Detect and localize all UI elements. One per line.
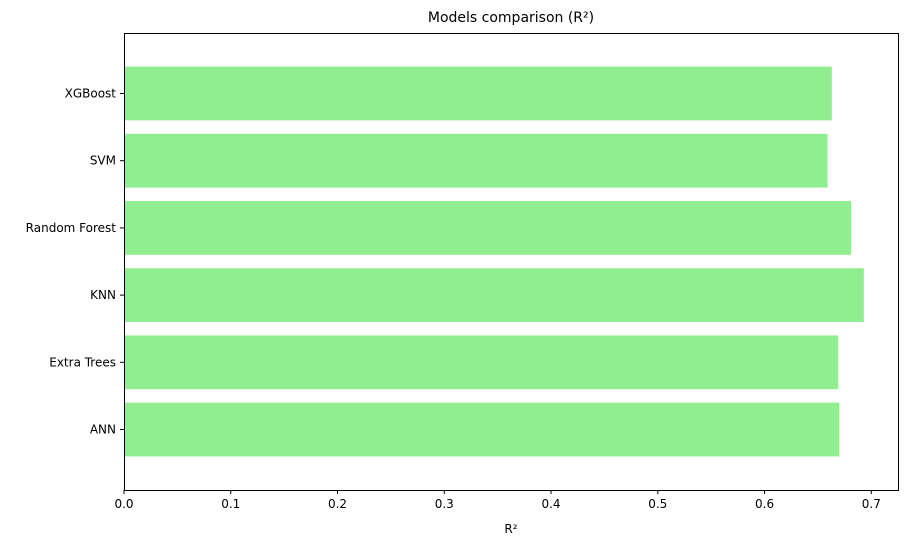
x-tick-label: 0.4 — [541, 497, 560, 511]
bar-svm — [124, 133, 828, 188]
x-tick-label: 0.2 — [328, 497, 347, 511]
x-tick-label: 0.0 — [114, 497, 133, 511]
x-tick-label: 0.6 — [755, 497, 774, 511]
y-tick-label: Random Forest — [26, 221, 117, 235]
y-tick-label: SVM — [90, 154, 116, 168]
x-tick-label: 0.3 — [435, 497, 454, 511]
x-axis-label: R² — [504, 522, 517, 536]
plot-frame — [124, 33, 899, 491]
chart-title: Models comparison (R²) — [428, 10, 594, 26]
bar-random-forest — [124, 201, 852, 255]
x-tick-label: 0.7 — [862, 497, 881, 511]
x-tick-label: 0.1 — [221, 497, 240, 511]
bar-extra-trees — [124, 335, 839, 390]
y-tick-label: Extra Trees — [49, 355, 116, 369]
y-axis-ticks: ANN Extra Trees KNN Random Forest SVM XGBoost — [26, 86, 124, 437]
bar-xgboost — [124, 66, 832, 121]
bar-knn — [124, 268, 864, 322]
x-tick-label: 0.5 — [648, 497, 667, 511]
y-tick-label: KNN — [90, 288, 116, 302]
y-tick-label: ANN — [90, 423, 116, 437]
x-axis-ticks: 0.0 0.1 0.2 0.3 0.4 0.5 0.6 0.7 — [114, 490, 881, 511]
bars-group — [124, 66, 864, 457]
y-tick-label: XGBoost — [65, 86, 117, 100]
bar-ann — [124, 402, 840, 457]
